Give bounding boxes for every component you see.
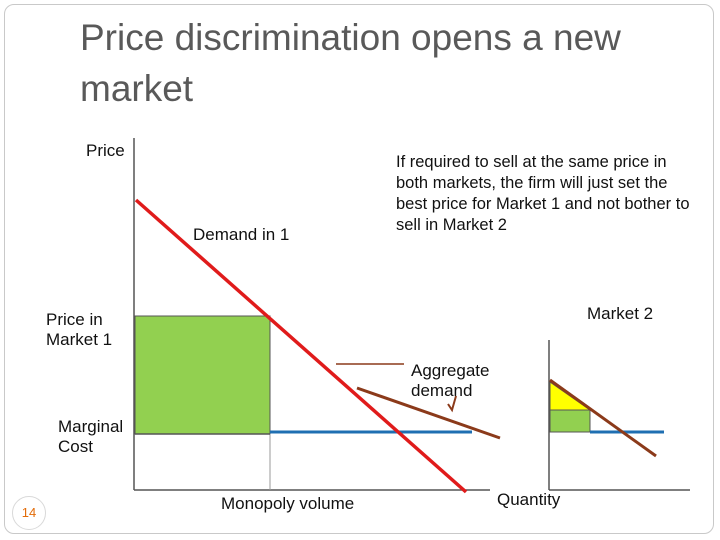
monopoly-volume-label: Monopoly volume <box>221 494 355 513</box>
title-line-2: market <box>80 68 194 109</box>
aggregate-demand-arrow <box>447 395 457 413</box>
price-in-market-1-label: Price in Market 1 <box>46 310 112 350</box>
price-in-market-1-line2: Market 1 <box>46 330 113 349</box>
marginal-cost-label: Marginal Cost <box>58 417 123 457</box>
marginal-cost-line2: Cost <box>58 437 93 456</box>
marginal-cost-line1: Marginal <box>58 417 124 436</box>
slide-frame <box>4 4 714 534</box>
aggregate-demand-line <box>356 386 501 440</box>
explanation-note: If required to sell at the same price in… <box>396 153 690 234</box>
market2-demand-line <box>549 378 657 458</box>
price-in-market-1-line1: Price in <box>46 310 103 329</box>
quantity-label: Quantity <box>497 490 561 509</box>
slide-title: Price discrimination opens a new market <box>80 12 680 114</box>
profit-rectangle <box>134 315 271 435</box>
aggregate-demand-line2: demand <box>411 381 473 400</box>
price-axis-label: Price <box>86 141 125 160</box>
market2-profit-rectangle <box>549 409 591 433</box>
slide-number: 14 <box>12 496 46 530</box>
title-line-1: Price discrimination opens a new <box>80 17 621 58</box>
aggregate-demand-line1: Aggregate <box>411 361 490 380</box>
demand-in-1-label: Demand in 1 <box>193 225 290 244</box>
demand-in-1-line <box>134 198 468 494</box>
market-2-label: Market 2 <box>587 304 654 323</box>
aggregate-demand-label: Aggregate demand <box>411 361 489 401</box>
